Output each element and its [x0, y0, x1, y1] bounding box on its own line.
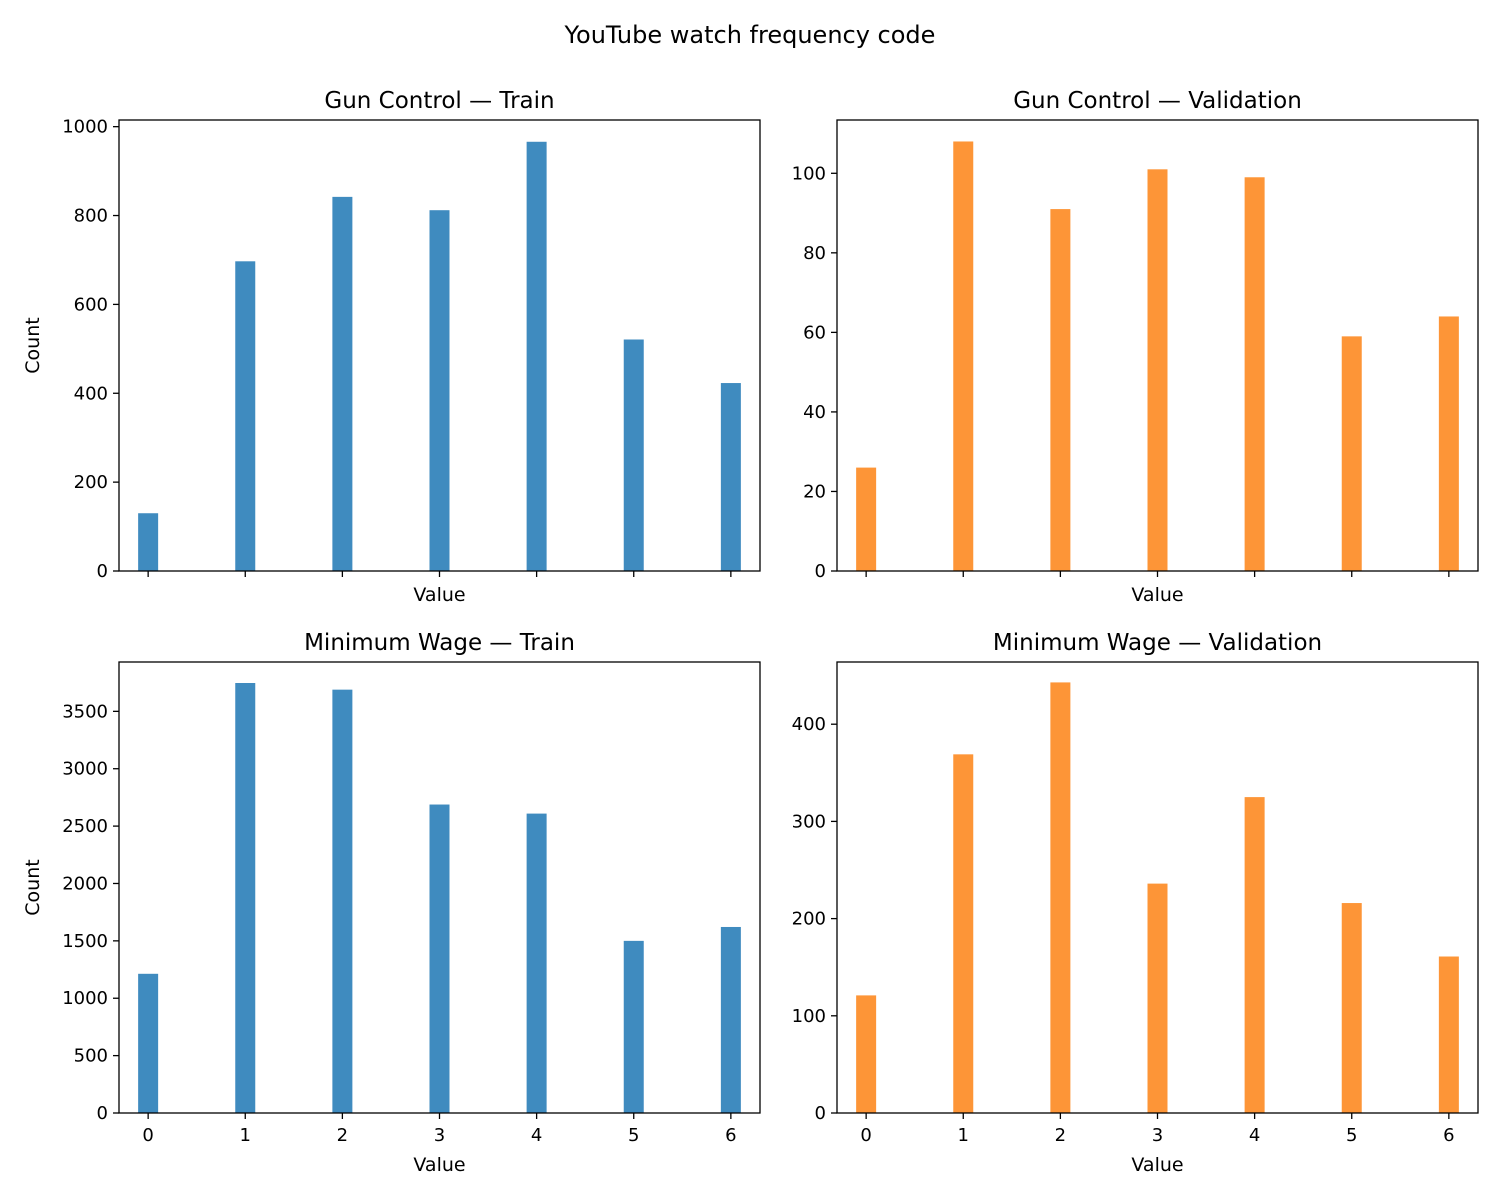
- x-tick-label: 3: [434, 1125, 445, 1146]
- bar-value-0: [138, 513, 159, 571]
- y-tick-label: 80: [803, 243, 826, 264]
- y-tick-label: 300: [792, 811, 826, 832]
- bar-value-2: [1050, 682, 1071, 1113]
- bar-value-4: [526, 813, 547, 1113]
- bar-value-3: [1147, 169, 1168, 572]
- x-axis-label: Value: [1131, 1154, 1183, 1176]
- y-tick-label: 600: [74, 294, 108, 315]
- bar-value-3: [1147, 883, 1168, 1113]
- y-tick-label: 0: [97, 1103, 108, 1124]
- bar-value-5: [623, 940, 644, 1113]
- x-tick-label: 5: [628, 1125, 639, 1146]
- x-tick-label: 2: [1055, 1125, 1066, 1146]
- bar-value-6: [720, 926, 741, 1113]
- y-tick-label: 0: [815, 561, 826, 582]
- x-tick-label: 6: [1443, 1125, 1454, 1146]
- subplot-title: Gun Control — Validation: [1013, 88, 1302, 114]
- x-tick-label: 3: [1152, 1125, 1163, 1146]
- bar-value-2: [332, 196, 353, 572]
- y-tick-label: 2500: [62, 816, 108, 837]
- y-tick-label: 1000: [62, 988, 108, 1009]
- bar-value-1: [235, 683, 256, 1113]
- y-tick-label: 40: [803, 402, 826, 423]
- subplot-2: Gun Control — Validation 0 20 40 60 80 100 Valu…: [792, 88, 1479, 606]
- x-tick-label: 1: [240, 1125, 251, 1146]
- y-tick-label: 400: [74, 383, 108, 404]
- x-axis-label: Value: [413, 1154, 465, 1176]
- bar-value-5: [1341, 903, 1362, 1113]
- bar-value-4: [1244, 177, 1265, 571]
- bar-value-4: [1244, 797, 1265, 1113]
- subplot-title: Gun Control — Train: [324, 88, 554, 114]
- x-axis-label: Value: [413, 584, 465, 606]
- y-tick-label: 2000: [62, 873, 108, 894]
- bar-value-1: [953, 754, 974, 1113]
- y-tick-label: 0: [97, 561, 108, 582]
- bar-value-2: [1050, 209, 1071, 571]
- bar-value-5: [1341, 336, 1362, 571]
- bar-value-2: [332, 689, 353, 1113]
- subplot-title: Minimum Wage — Train: [304, 630, 575, 656]
- y-tick-label: 20: [803, 481, 826, 502]
- bar-value-6: [1438, 316, 1459, 571]
- bar-value-3: [429, 804, 450, 1113]
- y-tick-label: 200: [74, 472, 108, 493]
- y-tick-label: 100: [792, 1006, 826, 1027]
- bar-value-4: [526, 141, 547, 572]
- x-tick-label: 2: [337, 1125, 348, 1146]
- y-axis-label: Count: [22, 859, 44, 915]
- bar-value-6: [720, 383, 741, 571]
- y-tick-label: 60: [803, 322, 826, 343]
- subplot-4: Minimum Wage — Validation 0 100 200 300 400 0 1…: [792, 630, 1479, 1176]
- y-axis-label: Count: [22, 317, 44, 373]
- x-tick-label: 0: [860, 1125, 871, 1146]
- y-tick-label: 500: [74, 1046, 108, 1067]
- subplot-3: Minimum Wage — Train 0 500 1000 1500 2000 2500…: [22, 630, 761, 1176]
- bar-value-1: [235, 261, 256, 571]
- panels-container: Gun Control — Train02004006008001000Valu…: [22, 88, 1479, 1176]
- bar-value-3: [429, 210, 450, 571]
- y-tick-label: 1500: [62, 931, 108, 952]
- x-tick-label: 1: [958, 1125, 969, 1146]
- x-tick-label: 5: [1346, 1125, 1357, 1146]
- subplot-title: Minimum Wage — Validation: [993, 630, 1322, 656]
- bar-value-0: [856, 467, 877, 571]
- x-tick-label: 6: [725, 1125, 736, 1146]
- bar-value-5: [623, 339, 644, 571]
- y-tick-label: 800: [74, 206, 108, 227]
- bar-value-0: [856, 995, 877, 1113]
- y-tick-label: 200: [792, 909, 826, 930]
- x-tick-label: 0: [142, 1125, 153, 1146]
- figure-title: YouTube watch frequency code: [564, 21, 936, 49]
- y-tick-label: 3500: [62, 701, 108, 722]
- y-tick-label: 400: [792, 714, 826, 735]
- x-tick-label: 4: [1249, 1125, 1260, 1146]
- bar-value-1: [953, 141, 974, 571]
- y-tick-label: 3000: [62, 759, 108, 780]
- y-tick-label: 1000: [62, 117, 108, 138]
- x-tick-label: 4: [531, 1125, 542, 1146]
- subplot-1: Gun Control — Train 0 200 400 600 800 1000 Valu…: [22, 88, 761, 606]
- y-tick-label: 0: [815, 1103, 826, 1124]
- y-tick-label: 100: [792, 163, 826, 184]
- bar-value-0: [138, 973, 159, 1113]
- bar-value-6: [1438, 956, 1459, 1113]
- x-axis-label: Value: [1131, 584, 1183, 606]
